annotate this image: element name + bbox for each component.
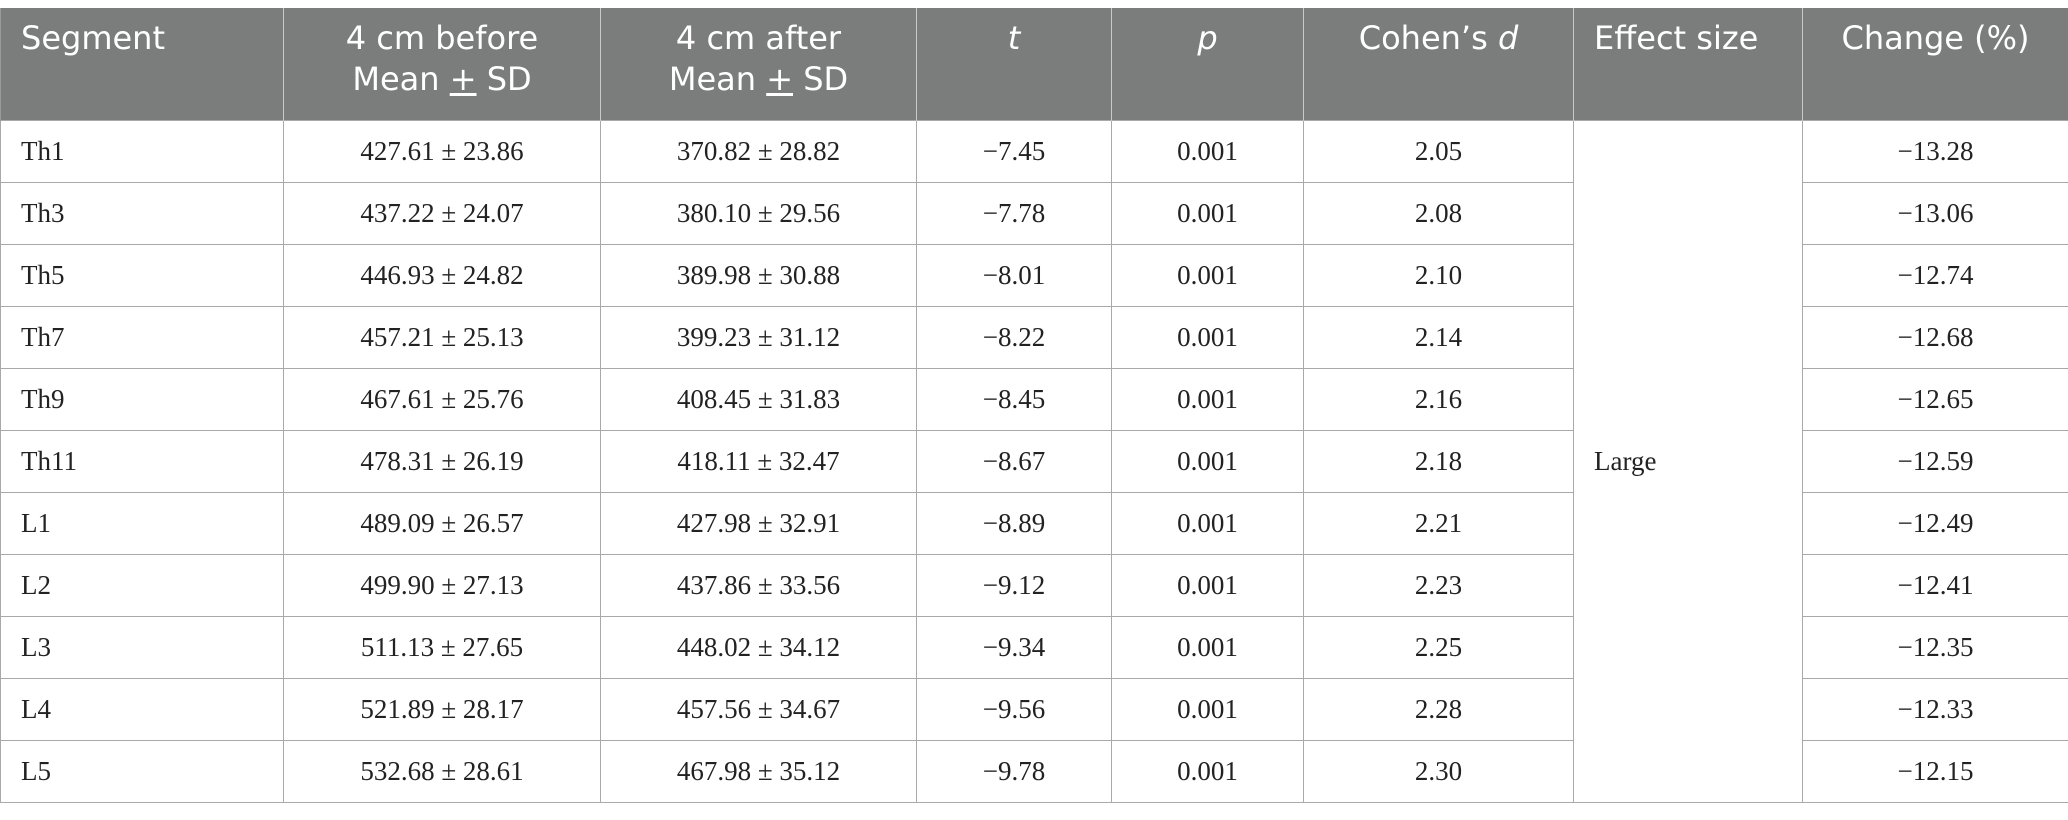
- cell-p: 0.001: [1111, 616, 1304, 679]
- cell-segment: Th11: [0, 430, 284, 493]
- cell-change: −12.15: [1802, 740, 2068, 803]
- table-row: Th5 446.93 ± 24.82 389.98 ± 30.88 −8.01 0.00…: [0, 244, 2068, 307]
- cell-segment: Th1: [0, 120, 284, 183]
- header-cohens-d: Cohen’s d: [1303, 8, 1574, 121]
- cell-p: 0.001: [1111, 678, 1304, 741]
- cell-p: 0.001: [1111, 368, 1304, 431]
- cell-segment: L4: [0, 678, 284, 741]
- cell-segment: L3: [0, 616, 284, 679]
- cell-before-mean-sd: 499.90 ± 27.13: [283, 554, 601, 617]
- table-row: Th7 457.21 ± 25.13 399.23 ± 31.12 −8.22 0.00…: [0, 306, 2068, 369]
- results-table: Segment 4 cm before Mean + SD 4 cm after…: [0, 8, 2068, 803]
- cell-t: −7.45: [916, 120, 1112, 183]
- header-p: p: [1111, 8, 1304, 121]
- cell-cohens-d: 2.25: [1303, 616, 1574, 679]
- cell-p: 0.001: [1111, 120, 1304, 183]
- table-row: L5 532.68 ± 28.61 467.98 ± 35.12 −9.78 0.001…: [0, 740, 2068, 803]
- cell-change: −12.74: [1802, 244, 2068, 307]
- cell-before-mean-sd: 467.61 ± 25.76: [283, 368, 601, 431]
- cell-before-mean-sd: 489.09 ± 26.57: [283, 492, 601, 555]
- cell-segment: Th3: [0, 182, 284, 245]
- cell-after-mean-sd: 418.11 ± 32.47: [600, 430, 917, 493]
- cell-change: −12.35: [1802, 616, 2068, 679]
- cell-p: 0.001: [1111, 306, 1304, 369]
- cell-change: −12.49: [1802, 492, 2068, 555]
- cell-after-mean-sd: 380.10 ± 29.56: [600, 182, 917, 245]
- cell-change: −13.06: [1802, 182, 2068, 245]
- cell-p: 0.001: [1111, 182, 1304, 245]
- cell-before-mean-sd: 511.13 ± 27.65: [283, 616, 601, 679]
- cell-after-mean-sd: 408.45 ± 31.83: [600, 368, 917, 431]
- header-change: Change (%): [1802, 8, 2068, 121]
- cell-p: 0.001: [1111, 244, 1304, 307]
- cell-t: −9.34: [916, 616, 1112, 679]
- cell-before-mean-sd: 478.31 ± 26.19: [283, 430, 601, 493]
- results-table-container: Segment 4 cm before Mean + SD 4 cm after…: [0, 8, 2068, 803]
- header-after: 4 cm after Mean + SD: [600, 8, 917, 121]
- cell-segment: L5: [0, 740, 284, 803]
- cell-after-mean-sd: 467.98 ± 35.12: [600, 740, 917, 803]
- table-row: Th9 467.61 ± 25.76 408.45 ± 31.83 −8.45 0.00…: [0, 368, 2068, 431]
- header-t: t: [916, 8, 1112, 121]
- cell-t: −9.78: [916, 740, 1112, 803]
- cell-after-mean-sd: 437.86 ± 33.56: [600, 554, 917, 617]
- cell-after-mean-sd: 389.98 ± 30.88: [600, 244, 917, 307]
- cell-t: −7.78: [916, 182, 1112, 245]
- cell-segment: Th7: [0, 306, 284, 369]
- cell-cohens-d: 2.21: [1303, 492, 1574, 555]
- cell-cohens-d: 2.28: [1303, 678, 1574, 741]
- cell-before-mean-sd: 521.89 ± 28.17: [283, 678, 601, 741]
- cell-before-mean-sd: 446.93 ± 24.82: [283, 244, 601, 307]
- cell-segment: L1: [0, 492, 284, 555]
- cell-segment: Th9: [0, 368, 284, 431]
- cell-segment: Th5: [0, 244, 284, 307]
- cell-before-mean-sd: 532.68 ± 28.61: [283, 740, 601, 803]
- cell-t: −8.89: [916, 492, 1112, 555]
- table-row: L1 489.09 ± 26.57 427.98 ± 32.91 −8.89 0.001…: [0, 492, 2068, 555]
- cell-cohens-d: 2.16: [1303, 368, 1574, 431]
- cell-before-mean-sd: 427.61 ± 23.86: [283, 120, 601, 183]
- header-row: Segment 4 cm before Mean + SD 4 cm after…: [0, 8, 2068, 121]
- cell-after-mean-sd: 457.56 ± 34.67: [600, 678, 917, 741]
- table-row: L2 499.90 ± 27.13 437.86 ± 33.56 −9.12 0.001…: [0, 554, 2068, 617]
- cell-cohens-d: 2.10: [1303, 244, 1574, 307]
- cell-p: 0.001: [1111, 492, 1304, 555]
- cell-cohens-d: 2.08: [1303, 182, 1574, 245]
- cell-change: −12.41: [1802, 554, 2068, 617]
- cell-after-mean-sd: 370.82 ± 28.82: [600, 120, 917, 183]
- cell-t: −9.56: [916, 678, 1112, 741]
- cell-p: 0.001: [1111, 430, 1304, 493]
- cell-after-mean-sd: 399.23 ± 31.12: [600, 306, 917, 369]
- cell-p: 0.001: [1111, 740, 1304, 803]
- cell-change: −12.65: [1802, 368, 2068, 431]
- cell-after-mean-sd: 448.02 ± 34.12: [600, 616, 917, 679]
- cell-change: −12.33: [1802, 678, 2068, 741]
- cell-change: −13.28: [1802, 120, 2068, 183]
- header-before: 4 cm before Mean + SD: [283, 8, 601, 121]
- header-segment: Segment: [0, 8, 284, 121]
- cell-before-mean-sd: 457.21 ± 25.13: [283, 306, 601, 369]
- cell-cohens-d: 2.05: [1303, 120, 1574, 183]
- cell-segment: L2: [0, 554, 284, 617]
- cell-t: −8.45: [916, 368, 1112, 431]
- table-row: Th1 427.61 ± 23.86 370.82 ± 28.82 −7.45 0.00…: [0, 120, 2068, 803]
- cell-cohens-d: 2.18: [1303, 430, 1574, 493]
- table-row: L4 521.89 ± 28.17 457.56 ± 34.67 −9.56 0.001…: [0, 678, 2068, 741]
- cell-t: −8.22: [916, 306, 1112, 369]
- cell-before-mean-sd: 437.22 ± 24.07: [283, 182, 601, 245]
- cell-t: −9.12: [916, 554, 1112, 617]
- table-row: L3 511.13 ± 27.65 448.02 ± 34.12 −9.34 0.001…: [0, 616, 2068, 679]
- cell-t: −8.67: [916, 430, 1112, 493]
- header-effect-size: Effect size: [1573, 8, 1803, 121]
- cell-t: −8.01: [916, 244, 1112, 307]
- cell-cohens-d: 2.30: [1303, 740, 1574, 803]
- table-body: Th1 427.61 ± 23.86 370.82 ± 28.82 −7.45 0.00…: [0, 120, 2068, 803]
- cell-change: −12.68: [1802, 306, 2068, 369]
- cell-change: −12.59: [1802, 430, 2068, 493]
- cell-cohens-d: 2.14: [1303, 306, 1574, 369]
- cell-after-mean-sd: 427.98 ± 32.91: [600, 492, 917, 555]
- cell-cohens-d: 2.23: [1303, 554, 1574, 617]
- cell-p: 0.001: [1111, 554, 1304, 617]
- cell-effect-size: Large: [1573, 120, 1803, 803]
